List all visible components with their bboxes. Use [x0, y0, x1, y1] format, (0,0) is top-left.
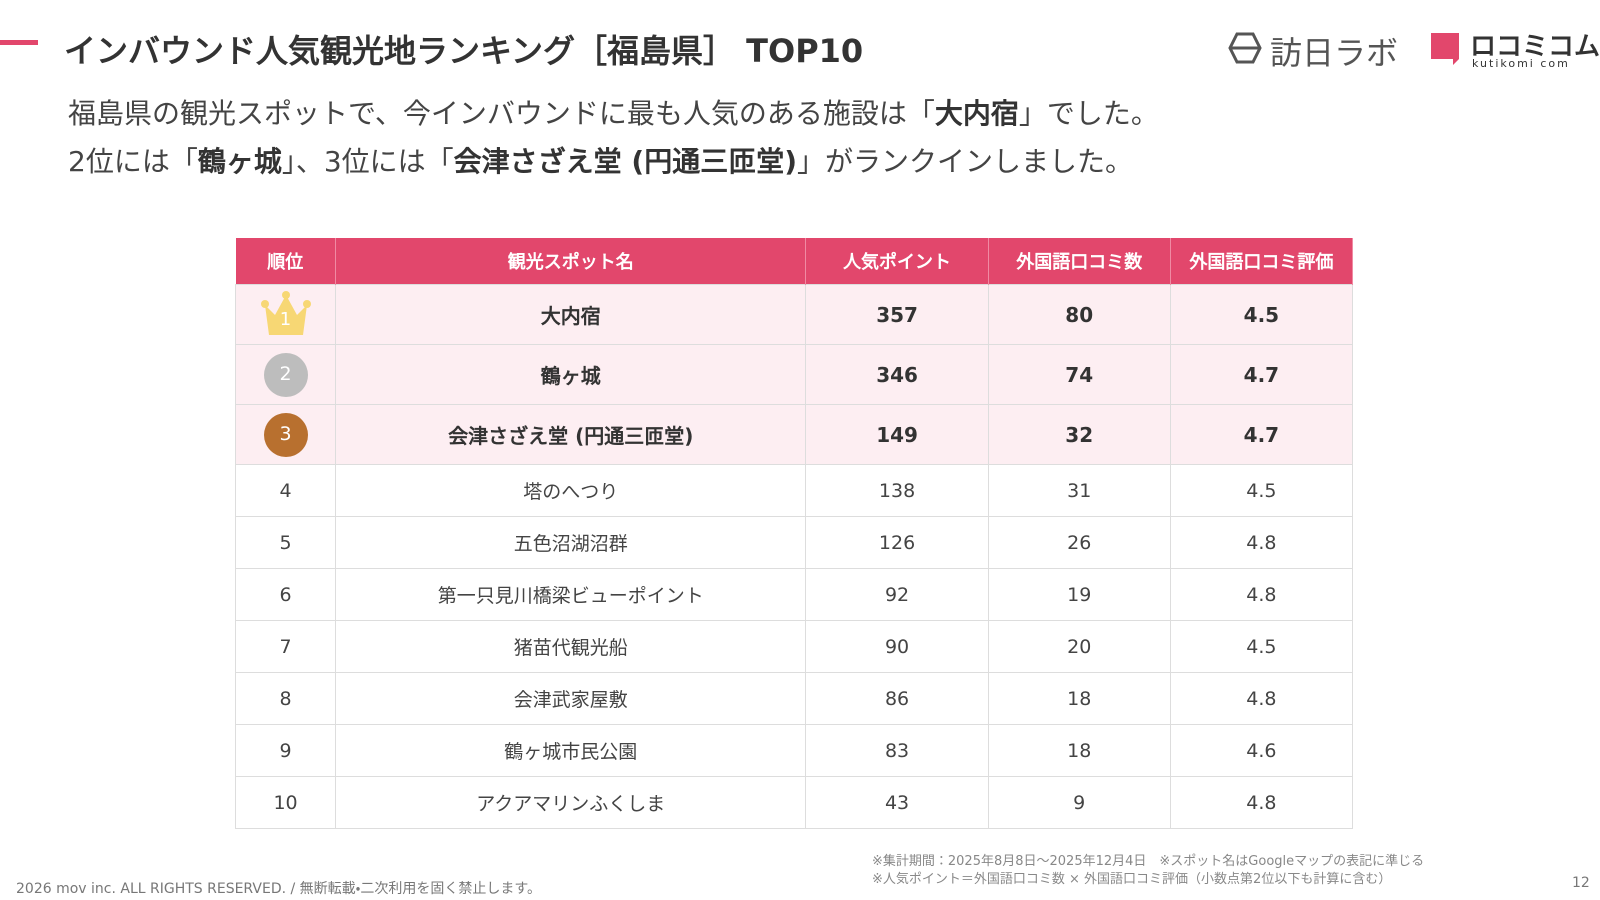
accent-bar: [0, 40, 38, 45]
rank: 8: [234, 672, 337, 725]
review-rating: 4.5: [1169, 284, 1354, 345]
table-row: 4 塔のへつり 138 31 4.5: [234, 464, 1354, 517]
rank-cell: 2: [234, 344, 337, 405]
highlight: 鶴ヶ城: [197, 145, 282, 178]
spot-name: アクアマリンふくしま: [335, 776, 807, 829]
popularity-points: 138: [805, 464, 989, 517]
review-rating: 4.6: [1169, 724, 1354, 777]
note: ※集計期間：2025年8月8日〜2025年12月4日 ※スポット名はGoogle…: [872, 854, 1425, 869]
spot-name: 鶴ヶ城市民公園: [335, 724, 807, 777]
table-row: 1 大内宿 357 80 4.5: [234, 284, 1354, 345]
text: 2位には「: [68, 145, 198, 178]
table-row: 8 会津武家屋敷 86 18 4.8: [234, 672, 1354, 725]
review-rating: 4.5: [1169, 464, 1354, 517]
medal: 2: [261, 351, 311, 399]
text: 」、3位には「: [281, 145, 454, 178]
review-rating: 4.8: [1169, 516, 1354, 569]
popularity-points: 43: [805, 776, 989, 829]
table-row: 7 猪苗代観光船 90 20 4.5: [234, 620, 1354, 673]
intro-line: 2位には「鶴ヶ城」、3位には「会津さざえ堂 (円通三匝堂)」がランクインしました…: [68, 138, 1159, 186]
rank: 9: [234, 724, 337, 777]
note: ※人気ポイント＝外国語口コミ数 × 外国語口コミ評価（小数点第2位以下も計算に含…: [872, 872, 1392, 887]
logo-houjin: 訪日ラボ: [1270, 34, 1399, 72]
spot-name: 会津武家屋敷: [335, 672, 807, 725]
spot-name: 大内宿: [335, 284, 807, 345]
review-rating: 4.7: [1169, 344, 1354, 405]
column-header: 外国語口コミ評価: [1170, 238, 1354, 285]
review-count: 9: [987, 776, 1171, 829]
column-header: 観光スポット名: [335, 238, 807, 285]
rank: 3: [279, 422, 292, 445]
spot-name: 第一只見川橋梁ビューポイント: [335, 568, 807, 621]
review-rating: 4.7: [1169, 404, 1354, 465]
popularity-points: 126: [805, 516, 989, 569]
text: 福島県の観光スポットで、今インバウンドに最も人気のある施設は「: [68, 97, 935, 130]
medal: 1: [260, 290, 311, 339]
table-row: 5 五色沼湖沼群 126 26 4.8: [234, 516, 1354, 569]
review-count: 20: [987, 620, 1171, 673]
review-rating: 4.5: [1169, 620, 1354, 673]
table-row: 10 アクアマリンふくしま 43 9 4.8: [234, 776, 1354, 829]
column-header: 順位: [235, 238, 337, 285]
popularity-points: 86: [805, 672, 989, 725]
rank: 2: [279, 362, 292, 385]
popularity-points: 90: [805, 620, 989, 673]
review-rating: 4.8: [1169, 672, 1354, 725]
spot-name: 鶴ヶ城: [335, 344, 807, 405]
ranking-table: 順位 観光スポット名 人気ポイント 外国語口コミ数 外国語口コミ評価 1 大内宿 357 80 4…: [234, 238, 1354, 829]
popularity-points: 149: [805, 404, 989, 465]
highlight: 大内宿: [934, 97, 1019, 130]
review-count: 32: [987, 404, 1171, 465]
medal: 3: [261, 411, 311, 459]
popularity-points: 92: [805, 568, 989, 621]
rank-cell: 1: [234, 284, 337, 345]
rank: 1: [279, 308, 292, 330]
review-rating: 4.8: [1169, 776, 1354, 829]
spot-name: 猪苗代観光船: [335, 620, 807, 673]
rank: 10: [234, 776, 337, 829]
rank: 6: [234, 568, 337, 621]
text: 」でした。: [1018, 97, 1159, 130]
table-row: 2 鶴ヶ城 346 74 4.7: [234, 344, 1354, 405]
title: インバウンド人気観光地ランキング［福島県］ TOP10: [64, 32, 864, 70]
intro: 福島県の観光スポットで、今インバウンドに最も人気のある施設は「大内宿」でした。 …: [68, 90, 1159, 186]
review-count: 19: [987, 568, 1171, 621]
rank-cell: 3: [234, 404, 337, 465]
intro-line: 福島県の観光スポットで、今インバウンドに最も人気のある施設は「大内宿」でした。: [68, 90, 1159, 138]
table-row: 6 第一只見川橋梁ビューポイント 92 19 4.8: [234, 568, 1354, 621]
spot-name: 会津さざえ堂 (円通三匝堂): [335, 404, 807, 465]
review-count: 18: [987, 672, 1171, 725]
popularity-points: 83: [805, 724, 989, 777]
review-count: 80: [987, 284, 1171, 345]
rank: 7: [234, 620, 337, 673]
review-count: 31: [987, 464, 1171, 517]
table-row: 9 鶴ヶ城市民公園 83 18 4.6: [234, 724, 1354, 777]
text: 」がランクインしました。: [797, 145, 1134, 178]
logo-icon: [1431, 33, 1459, 65]
review-count: 18: [987, 724, 1171, 777]
review-count: 26: [987, 516, 1171, 569]
highlight: 会津さざえ堂 (円通三匝堂): [453, 145, 798, 178]
column-header: 人気ポイント: [805, 238, 989, 285]
copyright: 2026 mov inc. ALL RIGHTS RESERVED. / 無断転…: [16, 881, 542, 897]
spot-name: 五色沼湖沼群: [335, 516, 807, 569]
rank: 4: [234, 464, 337, 517]
popularity-points: 357: [805, 284, 989, 345]
review-rating: 4.8: [1169, 568, 1354, 621]
review-count: 74: [987, 344, 1171, 405]
logo-kuchikomi: ロコミコム: [1470, 32, 1600, 62]
logo-sub: kutikomi com: [1472, 57, 1570, 70]
popularity-points: 346: [805, 344, 989, 405]
rank: 5: [234, 516, 337, 569]
spot-name: 塔のへつり: [335, 464, 807, 517]
logo-icon: [1228, 32, 1262, 64]
page-number: 12: [1572, 875, 1590, 891]
column-header: 外国語口コミ数: [988, 238, 1171, 285]
table-row: 3 会津さざえ堂 (円通三匝堂) 149 32 4.7: [234, 404, 1354, 465]
